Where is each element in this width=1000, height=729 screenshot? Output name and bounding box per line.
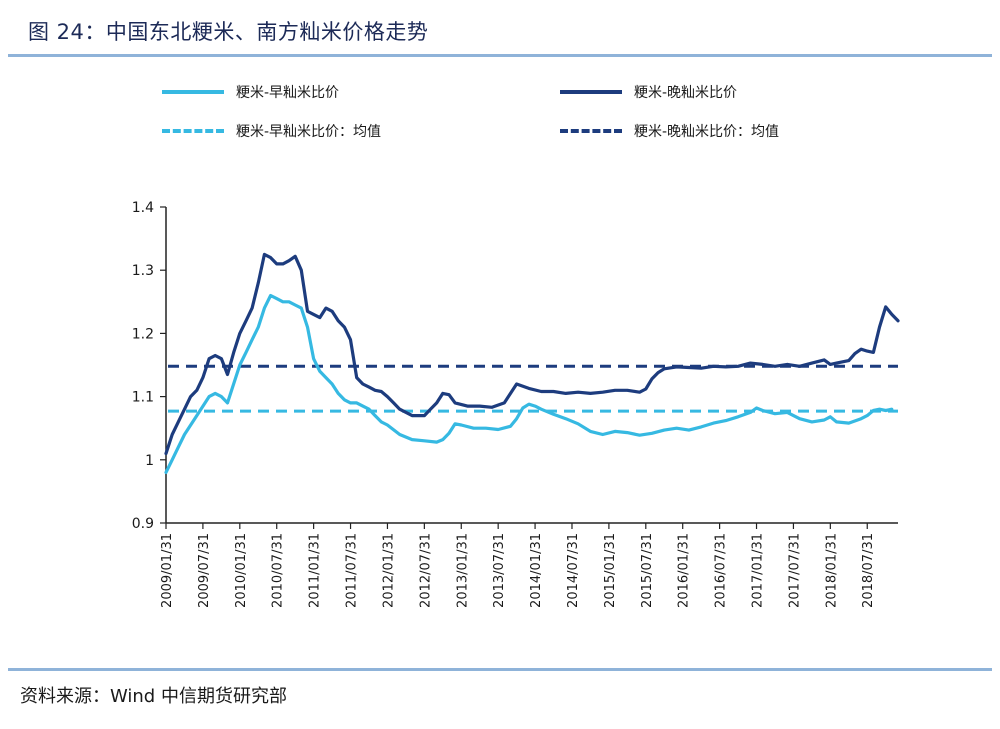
y-tick-label: 1.3 bbox=[132, 263, 154, 279]
bottom-rule bbox=[8, 668, 992, 671]
x-tick-label: 2018/07/31 bbox=[861, 533, 876, 608]
chart-title: 图 24：中国东北粳米、南方籼米价格走势 bbox=[28, 20, 429, 44]
x-tick-label: 2010/01/31 bbox=[234, 533, 249, 608]
x-tick-label: 2016/01/31 bbox=[677, 533, 692, 608]
x-tick-label: 2012/07/31 bbox=[418, 533, 433, 608]
y-tick-label: 1 bbox=[145, 453, 154, 469]
x-tick-label: 2009/07/31 bbox=[197, 533, 212, 608]
x-tick-label: 2018/01/31 bbox=[824, 533, 839, 608]
chart-axes bbox=[160, 206, 898, 529]
x-tick-label: 2013/07/31 bbox=[492, 533, 507, 608]
x-tick-label: 2014/07/31 bbox=[566, 533, 581, 608]
legend-label-late-indica-ratio: 粳米-晚籼米比价 bbox=[634, 85, 738, 101]
y-tick-label: 1.2 bbox=[132, 326, 154, 342]
legend-item-late-indica-mean: 粳米-晚籼米比价：均值 bbox=[560, 121, 779, 141]
legend-swatch-early-indica-ratio bbox=[162, 90, 224, 94]
chart-legend: 粳米-早籼米比价 粳米-晚籼米比价 粳米-早籼米比价：均值 粳米-晚籼米比价：均… bbox=[0, 0, 1000, 160]
x-tick-label: 2011/01/31 bbox=[308, 533, 323, 608]
x-tick-label: 2014/01/31 bbox=[529, 533, 544, 608]
x-tick-label: 2015/01/31 bbox=[603, 533, 618, 608]
x-tick-labels: 2009/01/31 2009/07/31 2010/01/31 2010/07/31… bbox=[160, 533, 876, 608]
x-tick-label: 2017/07/31 bbox=[787, 533, 802, 608]
x-tick-label: 2010/07/31 bbox=[271, 533, 286, 608]
top-rule bbox=[8, 54, 992, 57]
legend-label-early-indica-mean: 粳米-早籼米比价：均值 bbox=[236, 124, 382, 140]
legend-label-early-indica-ratio: 粳米-早籼米比价 bbox=[236, 85, 340, 101]
x-tick-label: 2011/07/31 bbox=[345, 533, 360, 608]
legend-item-early-indica-mean: 粳米-早籼米比价：均值 bbox=[162, 121, 381, 141]
mean-lines bbox=[168, 364, 898, 413]
legend-label-late-indica-mean: 粳米-晚籼米比价：均值 bbox=[634, 124, 780, 140]
x-tick-label: 2016/07/31 bbox=[714, 533, 729, 608]
source-note: 资料来源：Wind 中信期货研究部 bbox=[20, 686, 287, 707]
x-tick-label: 2015/07/31 bbox=[640, 533, 655, 608]
legend-swatch-late-indica-ratio bbox=[560, 90, 622, 94]
legend-swatch-early-indica-mean bbox=[162, 129, 224, 133]
legend-swatch-late-indica-mean bbox=[560, 129, 622, 133]
series-line-late-indica-ratio bbox=[164, 252, 900, 456]
y-tick-label: 0.9 bbox=[132, 516, 154, 532]
series-lines bbox=[164, 252, 900, 474]
y-tick-label: 1.4 bbox=[132, 200, 154, 216]
y-tick-labels: 0.9 1 1.1 1.2 1.3 1.4 bbox=[132, 200, 154, 532]
series-line-early-indica-ratio bbox=[164, 293, 894, 474]
x-tick-label: 2012/01/31 bbox=[381, 533, 396, 608]
y-tick-label: 1.1 bbox=[132, 390, 154, 406]
x-tick-label: 2017/01/31 bbox=[751, 533, 766, 608]
x-tick-label: 2009/01/31 bbox=[160, 533, 175, 608]
x-tick-label: 2013/01/31 bbox=[455, 533, 470, 608]
legend-item-late-indica-ratio: 粳米-晚籼米比价 bbox=[560, 82, 737, 102]
legend-item-early-indica-ratio: 粳米-早籼米比价 bbox=[162, 82, 339, 102]
